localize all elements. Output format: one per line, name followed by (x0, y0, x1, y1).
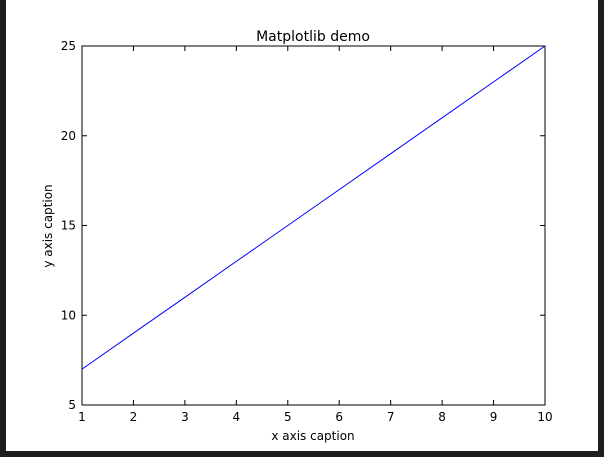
x-tick-label: 1 (78, 410, 86, 424)
x-tick-label: 9 (490, 410, 498, 424)
x-tick-label: 4 (233, 410, 241, 424)
y-axis-label: y axis caption (41, 184, 55, 267)
x-tick-label: 5 (284, 410, 292, 424)
line-chart: Matplotlib demo 1 2 3 4 5 6 7 8 9 10 5 10 15 20 25 x … (41, 29, 553, 443)
chart-title: Matplotlib demo (256, 29, 370, 45)
plot-area-frame (81, 45, 546, 406)
series-line (81, 45, 546, 370)
x-tick-label: 8 (438, 410, 446, 424)
y-axis: 5 10 15 20 25 (61, 39, 545, 412)
x-axis: 1 2 3 4 5 6 7 8 9 10 (78, 46, 553, 424)
y-tick-label: 10 (61, 308, 76, 322)
y-tick-label: 15 (61, 219, 76, 233)
y-tick-label: 20 (61, 129, 76, 143)
x-tick-label: 6 (335, 410, 343, 424)
x-axis-label: x axis caption (271, 429, 354, 443)
x-tick-label: 7 (387, 410, 395, 424)
figure-canvas: Matplotlib demo 1 2 3 4 5 6 7 8 9 10 5 10 15 20 25 x … (6, 0, 598, 451)
y-tick-label: 5 (68, 398, 76, 412)
y-tick-label: 25 (61, 39, 76, 53)
x-tick-label: 3 (181, 410, 189, 424)
x-tick-label: 2 (130, 410, 138, 424)
x-tick-label: 10 (537, 410, 552, 424)
series-layer (81, 45, 546, 370)
